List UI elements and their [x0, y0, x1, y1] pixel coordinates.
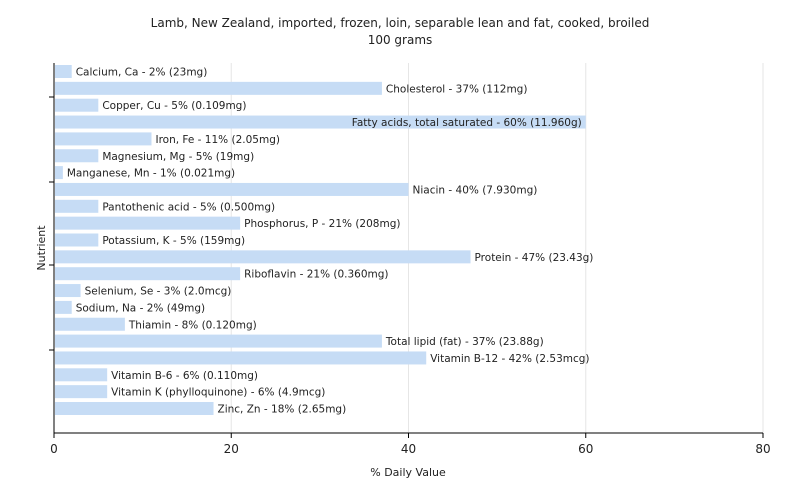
- axes: 0 20 40 60 80: [49, 63, 771, 456]
- x-tick-label: 40: [401, 442, 416, 456]
- bar: [55, 250, 471, 264]
- bar: [55, 402, 214, 415]
- bar: [55, 368, 108, 382]
- bar: [55, 166, 63, 180]
- bar-label: Niacin - 40% (7.930mg): [413, 184, 538, 196]
- bar: [55, 284, 81, 298]
- bar: [55, 115, 586, 129]
- bar: [55, 334, 382, 348]
- bar-label: Protein - 47% (23.43g): [475, 252, 594, 264]
- bar: [55, 199, 99, 213]
- bar: [55, 132, 152, 146]
- bar: [55, 385, 108, 399]
- bar-label: Thiamin - 8% (0.120mg): [128, 319, 257, 331]
- bar: [55, 182, 409, 196]
- bar-label: Fatty acids, total saturated - 60% (11.9…: [352, 117, 582, 129]
- bar: [55, 317, 125, 331]
- bar: [55, 267, 241, 281]
- bar: [55, 149, 99, 163]
- bar-label: Copper, Cu - 5% (0.109mg): [102, 100, 246, 112]
- chart-title: Lamb, New Zealand, imported, frozen, loi…: [151, 16, 650, 30]
- bar-label: Zinc, Zn - 18% (2.65mg): [218, 404, 347, 416]
- bar-label: Calcium, Ca - 2% (23mg): [76, 67, 208, 79]
- bar: [55, 98, 99, 112]
- x-tick-label: 80: [755, 442, 770, 456]
- x-tick-label: 60: [578, 442, 593, 456]
- bar-label: Sodium, Na - 2% (49mg): [76, 302, 205, 314]
- bar: [55, 351, 427, 365]
- bars: Calcium, Ca - 2% (23mg) Cholesterol - 37%…: [55, 65, 593, 416]
- bar-label: Selenium, Se - 3% (2.0mcg): [85, 286, 232, 298]
- bar: [55, 300, 72, 314]
- bar-label: Manganese, Mn - 1% (0.021mg): [67, 168, 235, 180]
- bar-label: Pantothenic acid - 5% (0.500mg): [102, 201, 275, 213]
- bar-label: Vitamin B-6 - 6% (0.110mg): [111, 370, 258, 382]
- bar: [55, 81, 382, 95]
- x-tick-label: 20: [224, 442, 239, 456]
- y-axis-label: Nutrient: [35, 225, 48, 271]
- bar: [55, 216, 241, 230]
- x-axis-label: % Daily Value: [370, 466, 446, 479]
- x-tick-label: 0: [50, 442, 58, 456]
- bar-label: Phosphorus, P - 21% (208mg): [244, 218, 400, 230]
- bar: [55, 65, 72, 78]
- bar-label: Cholesterol - 37% (112mg): [386, 83, 528, 95]
- bar: [55, 233, 99, 247]
- bar-label: Magnesium, Mg - 5% (19mg): [102, 151, 254, 163]
- bar-label: Vitamin K (phylloquinone) - 6% (4.9mcg): [111, 387, 325, 399]
- bar-label: Total lipid (fat) - 37% (23.88g): [385, 336, 544, 348]
- bar-label: Iron, Fe - 11% (2.05mg): [155, 134, 279, 146]
- chart-subtitle: 100 grams: [368, 33, 433, 47]
- bar-label: Vitamin B-12 - 42% (2.53mcg): [430, 353, 589, 365]
- bar-label: Riboflavin - 21% (0.360mg): [244, 269, 388, 281]
- bar-label: Potassium, K - 5% (159mg): [102, 235, 245, 247]
